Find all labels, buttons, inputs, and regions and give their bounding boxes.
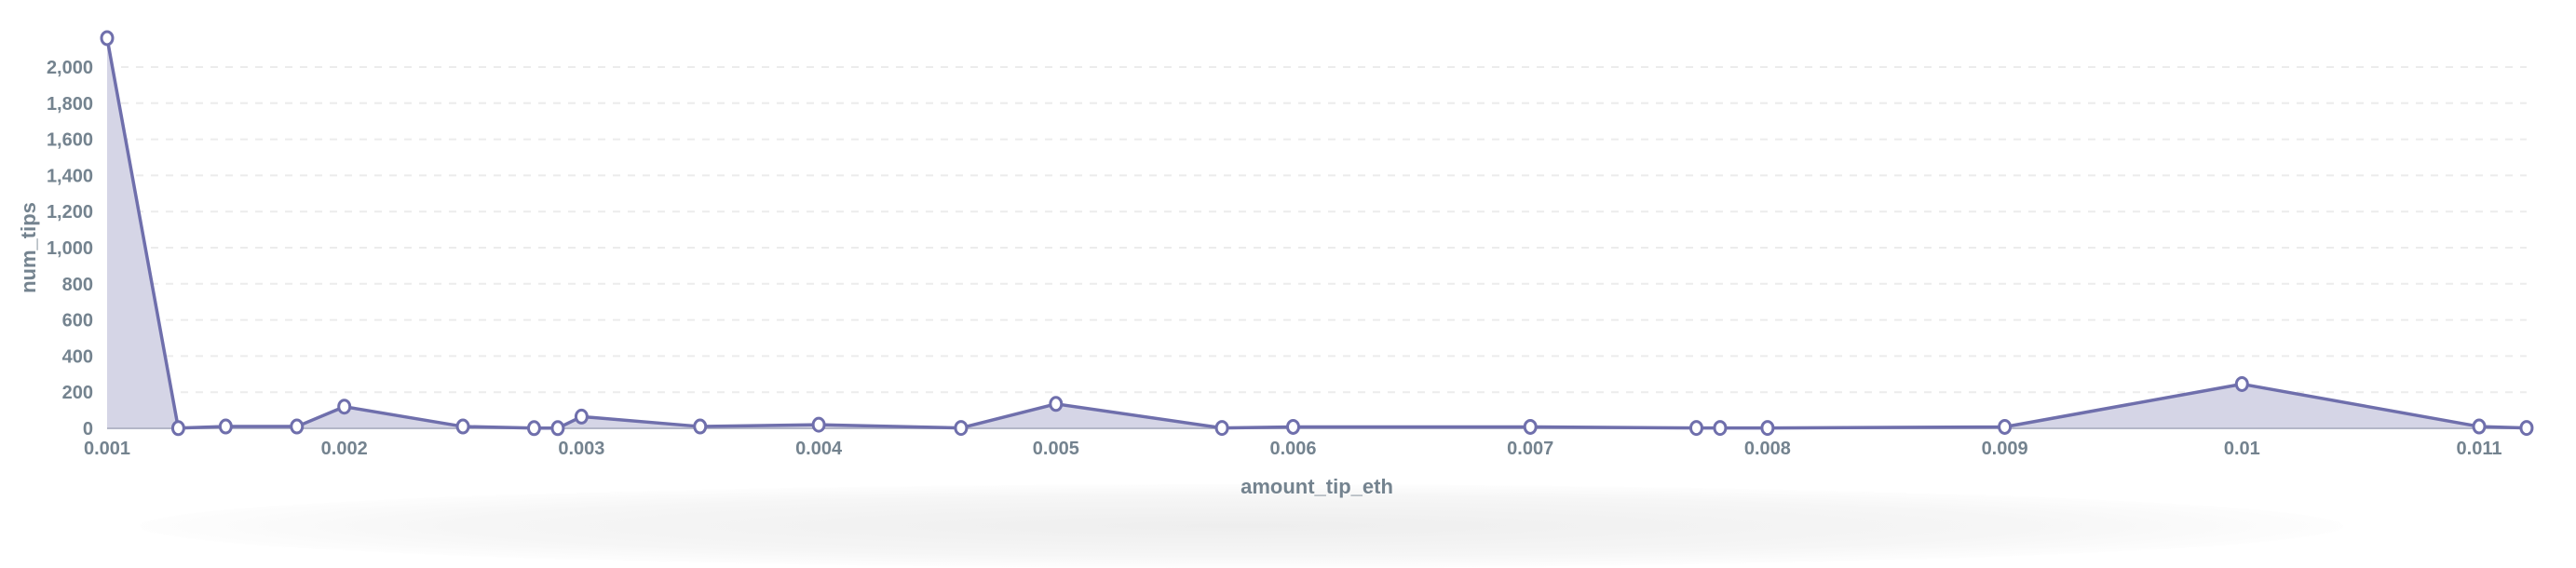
data-points [100, 30, 2534, 437]
data-point[interactable] [1760, 420, 1775, 437]
y-tick-label: 1,800 [47, 94, 93, 115]
data-point[interactable] [1523, 418, 1538, 435]
data-point[interactable] [811, 416, 826, 433]
y-tick-label: 1,000 [47, 238, 93, 259]
data-point[interactable] [1286, 418, 1300, 435]
x-tick-label: 0.001 [84, 439, 130, 459]
data-point[interactable] [526, 420, 541, 437]
data-point[interactable] [550, 420, 565, 437]
y-axis-title: num_tips [17, 202, 40, 293]
data-point[interactable] [170, 420, 185, 437]
data-point[interactable] [1713, 420, 1728, 437]
x-tick-label: 0.01 [2224, 439, 2260, 459]
y-tick-label: 800 [62, 275, 93, 295]
y-tick-label: 1,600 [47, 130, 93, 151]
x-tick-labels: 0.001 0.002 0.003 0.004 0.005 0.006 0.007 0.008… [84, 439, 2502, 459]
data-point[interactable] [693, 418, 708, 435]
x-tick-label: 0.011 [2457, 439, 2502, 459]
data-point[interactable] [2519, 420, 2534, 437]
x-tick-label: 0.009 [1982, 439, 2028, 459]
y-tick-labels: 0 200 400 600 800 1,000 1,200 1,400 1,600 1,800 2,… [47, 58, 93, 440]
y-tick-label: 600 [62, 311, 93, 331]
data-point[interactable] [2234, 375, 2249, 392]
data-point[interactable] [1998, 418, 2013, 435]
area-fill [107, 37, 2527, 429]
series-line [105, 37, 2527, 430]
y-tick-label: 1,400 [47, 166, 93, 186]
y-tick-label: 2,000 [47, 58, 93, 78]
x-tick-label: 0.002 [321, 439, 368, 459]
x-tick-label: 0.007 [1507, 439, 1553, 459]
data-point[interactable] [1688, 420, 1703, 437]
area-chart: 0 200 400 600 800 1,000 1,200 1,400 1,600 1,800 2,… [17, 30, 2534, 498]
x-axis-title: amount_tip_eth [1241, 475, 1393, 498]
data-point[interactable] [100, 30, 115, 47]
x-tick-label: 0.006 [1269, 439, 1316, 459]
x-tick-label: 0.003 [558, 439, 604, 459]
data-point[interactable] [455, 418, 470, 435]
data-point[interactable] [337, 399, 352, 415]
data-point[interactable] [218, 418, 233, 435]
data-point[interactable] [954, 420, 969, 437]
y-tick-label: 0 [83, 419, 93, 440]
data-point[interactable] [1049, 396, 1064, 412]
x-tick-label: 0.005 [1033, 439, 1079, 459]
gridlines [121, 66, 2527, 394]
data-point[interactable] [1214, 420, 1229, 437]
data-point[interactable] [2472, 418, 2487, 435]
x-tick-label: 0.008 [1744, 439, 1791, 459]
data-point[interactable] [574, 408, 589, 425]
x-tick-label: 0.004 [795, 439, 843, 459]
y-tick-label: 1,200 [47, 202, 93, 223]
data-point[interactable] [290, 418, 305, 435]
y-tick-label: 400 [62, 346, 93, 367]
y-tick-label: 200 [62, 383, 93, 403]
